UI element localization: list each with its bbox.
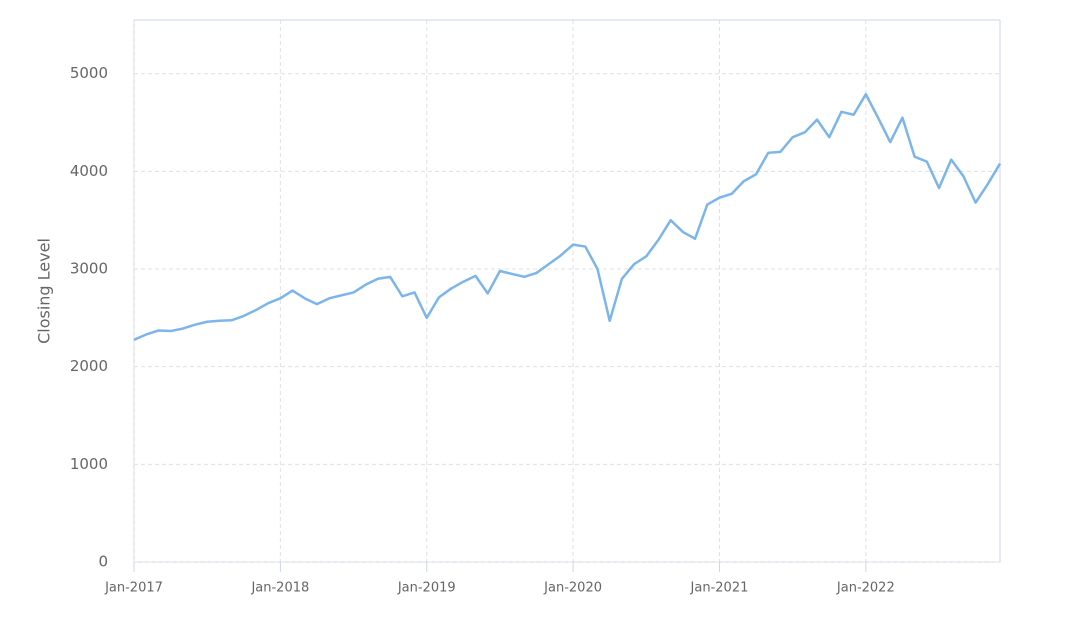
x-tick-label: Jan-2022 — [836, 581, 895, 596]
x-tick-label: Jan-2017 — [104, 581, 163, 596]
x-tick-label: Jan-2018 — [250, 581, 309, 596]
x-tick-label: Jan-2019 — [397, 581, 456, 596]
y-tick-label: 4000 — [70, 162, 108, 180]
y-tick-label: 3000 — [70, 260, 108, 278]
line-series — [133, 92, 1002, 341]
y-tick-label: 2000 — [70, 357, 108, 375]
plot-border — [133, 19, 1001, 563]
y-tick-label: 0 — [98, 553, 108, 571]
y-tick-label: 5000 — [70, 64, 108, 82]
x-tick-label: Jan-2020 — [543, 581, 602, 596]
x-tick-label: Jan-2021 — [690, 581, 749, 596]
y-tick-label: 1000 — [70, 455, 108, 473]
y-axis-title: Closing Level — [35, 238, 54, 344]
